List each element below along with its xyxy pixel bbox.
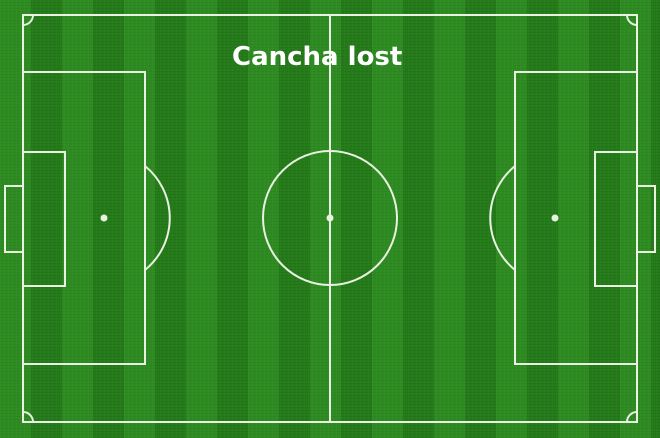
left-goal-area [22, 151, 66, 287]
right-penalty-area [514, 71, 638, 365]
center-spot [326, 214, 334, 222]
right-penalty-arc [489, 165, 516, 271]
corner-arc-top-left [22, 14, 34, 26]
right-goal [636, 185, 656, 253]
left-goal [4, 185, 24, 253]
left-penalty-arc [144, 165, 171, 271]
center-circle [262, 150, 398, 286]
right-penalty-spot [551, 214, 559, 222]
left-penalty-area [22, 71, 146, 365]
field-title: Cancha lost [232, 42, 403, 72]
left-penalty-spot [100, 214, 108, 222]
corner-arc-top-right [626, 14, 638, 26]
corner-arc-bottom-left [22, 411, 34, 423]
right-goal-area [594, 151, 638, 287]
corner-arc-bottom-right [626, 411, 638, 423]
